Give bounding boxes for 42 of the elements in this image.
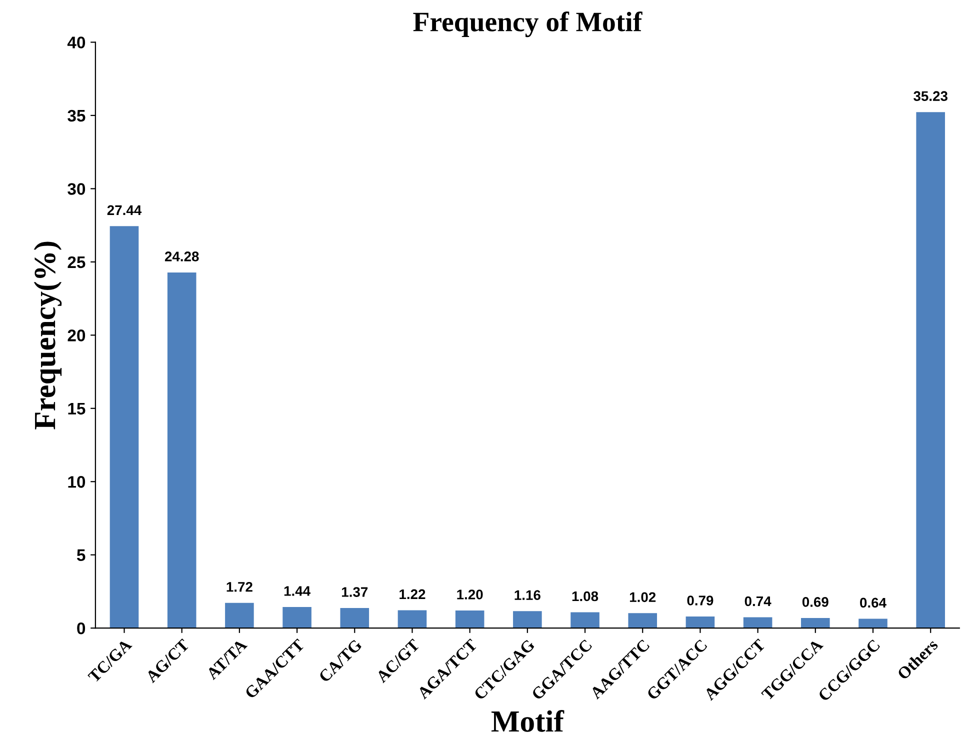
bar xyxy=(167,272,196,628)
bar xyxy=(455,610,484,628)
y-tick-label: 25 xyxy=(68,256,86,268)
y-tick-label: 35 xyxy=(68,110,86,122)
bar xyxy=(858,618,888,628)
bar xyxy=(282,606,312,628)
data-label: 1.20 xyxy=(457,590,483,600)
bar xyxy=(628,613,658,628)
bar xyxy=(570,612,600,628)
data-label: 35.23 xyxy=(914,91,948,102)
bar xyxy=(340,608,370,628)
y-axis-title: Frequency(%) xyxy=(34,242,62,430)
data-label: 1.37 xyxy=(342,587,368,597)
data-label: 1.02 xyxy=(630,592,656,602)
data-label: 1.08 xyxy=(572,591,598,602)
x-axis-title: Motif xyxy=(491,710,564,732)
y-tick-label: 10 xyxy=(68,476,86,488)
data-label: 1.16 xyxy=(514,590,540,600)
bar xyxy=(743,617,772,628)
chart-title: Frequency of Motif xyxy=(413,12,642,38)
data-label: 0.79 xyxy=(687,596,714,606)
y-tick-label: 40 xyxy=(67,36,86,48)
bar xyxy=(686,616,715,628)
bar xyxy=(110,226,139,628)
bar xyxy=(513,611,542,628)
y-tick-label: 5 xyxy=(76,549,86,562)
bar xyxy=(225,602,254,628)
data-label: 0.69 xyxy=(802,597,828,607)
data-label: 1.72 xyxy=(226,582,252,592)
data-label: 27.44 xyxy=(107,205,142,215)
y-tick-label: 20 xyxy=(68,330,86,342)
data-label: 0.64 xyxy=(860,598,886,608)
y-tick-label: 0 xyxy=(77,622,86,634)
bar xyxy=(801,618,830,628)
y-tick-label: 30 xyxy=(68,183,86,195)
data-label: 24.28 xyxy=(164,252,199,262)
data-label: 1.22 xyxy=(400,589,426,599)
data-label: 0.74 xyxy=(744,596,772,606)
y-tick-label: 15 xyxy=(68,402,86,415)
bar xyxy=(398,610,427,628)
data-label: 1.44 xyxy=(284,586,310,596)
bar xyxy=(916,112,945,628)
